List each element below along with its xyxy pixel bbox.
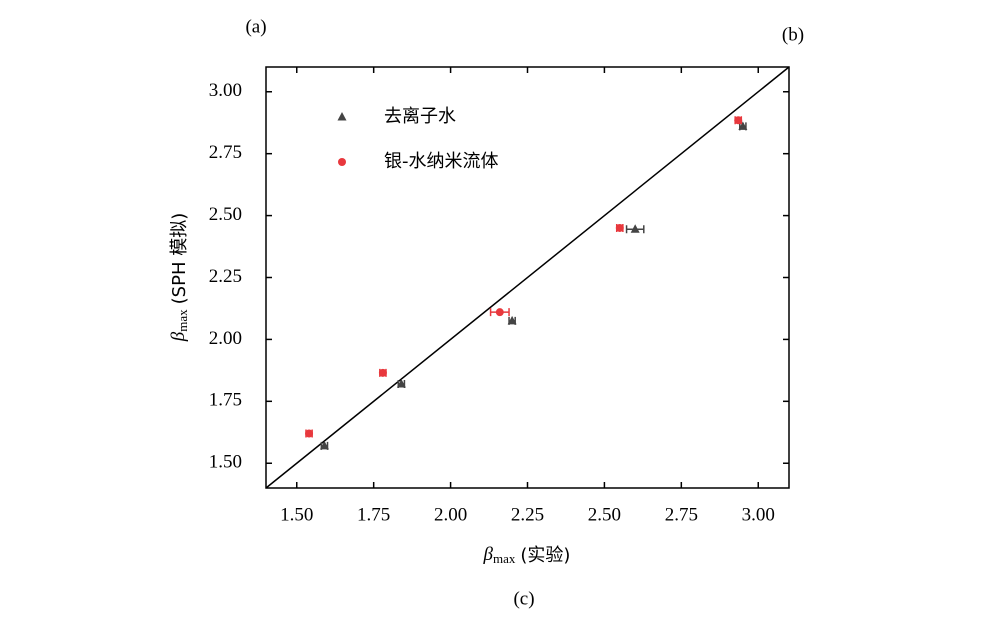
legend-marker xyxy=(337,112,347,121)
panel-label: (c) xyxy=(513,588,534,609)
point xyxy=(738,121,748,130)
x-tick-label: 2.00 xyxy=(434,504,467,525)
point xyxy=(396,378,406,388)
x-tick-label: 1.75 xyxy=(357,504,390,525)
point xyxy=(630,224,640,233)
legend-marker xyxy=(338,158,346,166)
panel-label: (a) xyxy=(245,16,266,37)
label-text: (实验) xyxy=(520,545,570,566)
x-tick-label: 1.50 xyxy=(280,504,313,525)
point xyxy=(615,223,624,232)
symbol: β xyxy=(483,544,494,565)
point xyxy=(378,368,387,377)
y-tick-label: 2.75 xyxy=(209,142,242,163)
x-tick-label: 2.50 xyxy=(588,504,621,525)
symbol: β xyxy=(168,331,189,342)
subscript: max xyxy=(175,309,190,332)
y-tick-label: 1.75 xyxy=(209,390,242,411)
x-tick-label: 3.00 xyxy=(742,504,775,525)
point xyxy=(305,429,314,438)
panel-label: (b) xyxy=(782,24,804,45)
y-tick-label: 2.50 xyxy=(209,204,242,225)
legend-label: 去离子水 xyxy=(384,106,456,127)
x-tick-label: 2.25 xyxy=(511,504,544,525)
legend-label: 银-水纳米流体 xyxy=(384,151,499,172)
y-tick-label: 2.00 xyxy=(209,328,242,349)
point xyxy=(734,116,743,125)
label-text: (SPH 模拟) xyxy=(169,213,190,305)
point xyxy=(319,440,329,450)
subscript: max xyxy=(493,551,516,566)
x-tick-label: 2.75 xyxy=(665,504,698,525)
point xyxy=(507,315,517,325)
point xyxy=(495,308,504,317)
reference-line xyxy=(265,66,790,489)
y-tick-label: 2.25 xyxy=(209,266,242,287)
y-axis-label: βmax (SPH 模拟) xyxy=(168,213,190,342)
y-tick-label: 3.00 xyxy=(209,80,242,101)
y-tick-label: 1.50 xyxy=(209,452,242,473)
x-axis-label: βmax (实验) xyxy=(483,544,571,566)
